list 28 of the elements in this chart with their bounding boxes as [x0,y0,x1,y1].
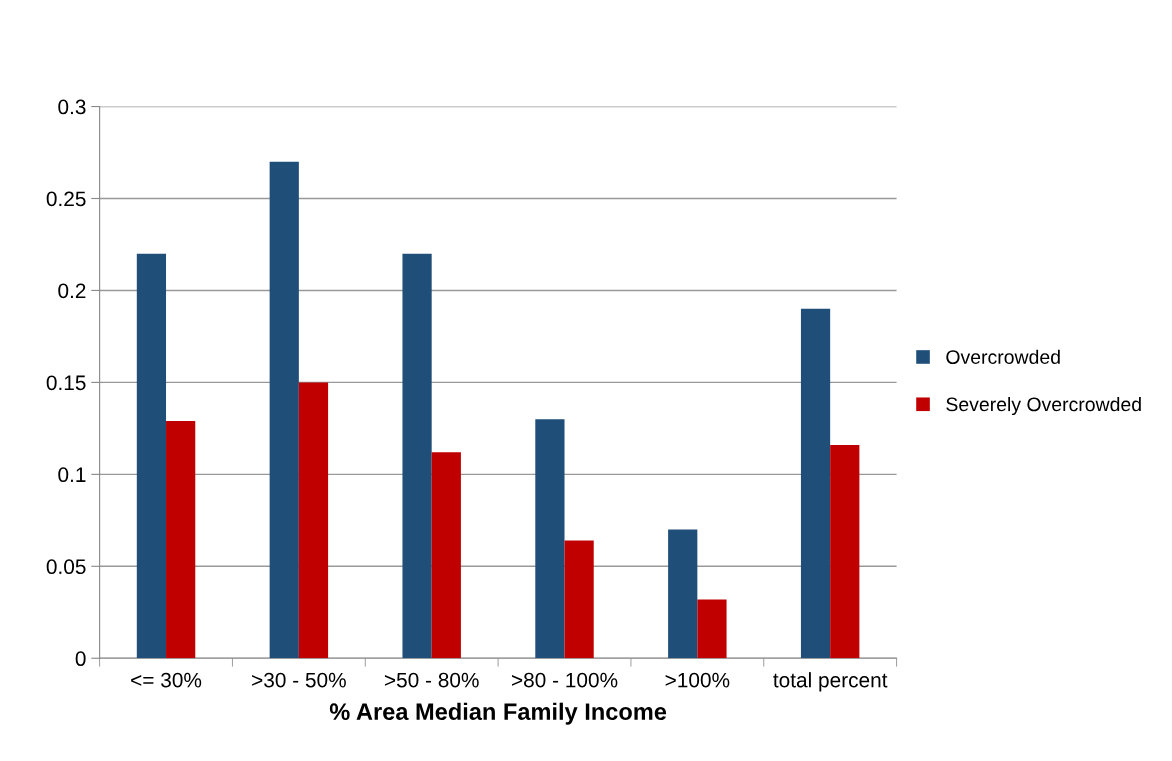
bar [800,308,831,659]
y-tick-label: 0.1 [58,467,86,483]
bar [830,444,860,659]
y-tick-label: 0.2 [58,283,86,299]
bar [166,421,196,659]
x-axis-title: % Area Median Family Income [329,702,667,725]
bar [431,452,461,659]
x-tick-label: >80 - 100% [511,672,618,688]
x-tick-label: >30 - 50% [252,672,346,688]
y-tick-label: 0 [75,651,86,667]
bar [668,529,698,659]
y-tick-label: 0.25 [46,191,86,207]
bar [564,540,594,659]
bar [298,382,329,659]
y-tick-label: 0.05 [46,559,86,575]
x-tick-label: >50 - 80% [384,672,479,688]
legend-label: Overcrowded [946,349,1060,364]
x-tick-label: total percent [773,672,888,692]
bar [269,161,299,659]
x-tick-label: >100% [665,672,730,688]
bar [136,253,167,659]
bar [697,599,727,659]
bar [402,253,432,659]
legend-label: Severely Overcrowded [946,396,1141,416]
y-tick-label: 0.3 [58,99,86,115]
bar [535,419,565,659]
y-tick-label: 0.15 [46,375,86,391]
x-tick-label: <= 30% [131,672,202,688]
